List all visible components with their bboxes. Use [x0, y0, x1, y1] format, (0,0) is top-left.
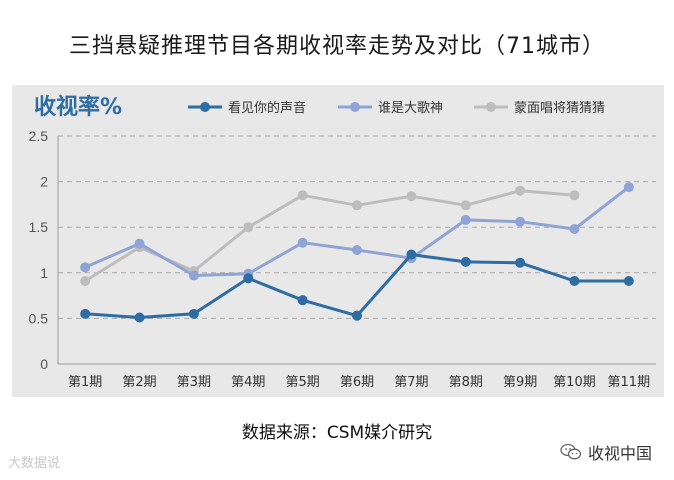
chart-title: 三挡悬疑推理节目各期收视率走势及对比（71城市）: [69, 34, 605, 59]
data-point: [352, 310, 362, 321]
x-tick-label: 第1期: [68, 375, 102, 390]
y-axis-label: 收视率%: [34, 94, 122, 120]
y-tick-label: 0.5: [29, 310, 49, 326]
x-tick-label: 第5期: [285, 375, 319, 390]
data-point: [243, 273, 254, 284]
y-tick-label: 2.5: [29, 128, 49, 144]
series: [80, 249, 634, 323]
legend-marker: [200, 102, 210, 112]
data-point: [352, 245, 362, 255]
watermark-right: 收视中国: [560, 440, 652, 464]
y-tick-label: 0: [40, 356, 48, 372]
series: [80, 182, 634, 281]
x-tick-label: 第8期: [449, 375, 483, 390]
data-point: [352, 200, 362, 211]
data-point: [569, 276, 580, 287]
data-point: [460, 256, 471, 267]
y-ticks: 0 0.5 1 1.5 2 2.5: [29, 128, 49, 372]
data-point: [243, 222, 254, 233]
series: [80, 185, 580, 287]
data-point: [134, 238, 145, 249]
y-tick-label: 2: [40, 174, 48, 190]
watermark-left-text: 大数据说: [8, 456, 61, 471]
data-point: [515, 216, 526, 227]
y-tick-label: 1: [40, 265, 48, 281]
data-point: [460, 200, 471, 211]
chart-panel: [12, 85, 664, 397]
data-point: [569, 224, 580, 235]
data-point: [80, 308, 91, 319]
data-point: [80, 262, 91, 273]
data-point: [569, 190, 580, 201]
data-point: [460, 214, 471, 225]
series-line: [85, 253, 629, 319]
y-tick-label: 1.5: [29, 219, 49, 235]
data-point: [188, 270, 199, 281]
legend-label: 谁是大歌神: [378, 101, 443, 116]
data-point: [515, 185, 526, 196]
data-point: [406, 249, 417, 260]
data-point: [623, 276, 634, 287]
series-group: [80, 182, 634, 323]
data-point: [80, 276, 91, 287]
data-point: [297, 295, 308, 306]
data-point: [623, 182, 634, 193]
x-tick-label: 第10期: [553, 375, 596, 390]
x-ticks: 第1期 第2期 第3期 第4期 第5期 第6期 第7期 第8期 第9期 第10期 第11期: [68, 375, 650, 390]
legend-marker: [486, 102, 496, 112]
data-source: 数据来源：CSM媒介研究: [241, 423, 433, 443]
x-tick-label: 第11期: [608, 375, 651, 390]
x-tick-label: 第9期: [503, 375, 537, 390]
legend-label: 看见你的声音: [228, 100, 306, 116]
series-line: [84, 189, 575, 283]
x-tick-label: 第3期: [177, 375, 211, 390]
data-point: [188, 308, 199, 319]
data-point: [134, 312, 145, 323]
x-tick-label: 第6期: [340, 375, 374, 390]
data-point: [515, 257, 526, 268]
legend: 看见你的声音 谁是大歌神 蒙面唱将猜猜猜: [188, 100, 605, 116]
legend-label: 蒙面唱将猜猜猜: [514, 101, 605, 116]
legend-marker: [350, 102, 360, 112]
watermark-right-text: 收视中国: [587, 444, 652, 463]
watermark-left: 大数据说: [8, 452, 60, 471]
x-tick-label: 第4期: [231, 375, 265, 390]
x-tick-label: 第7期: [394, 375, 428, 390]
wechat-icon: [560, 443, 582, 460]
data-point: [297, 237, 308, 248]
data-point: [406, 191, 417, 202]
data-point: [297, 190, 308, 201]
x-tick-label: 第2期: [122, 375, 156, 390]
